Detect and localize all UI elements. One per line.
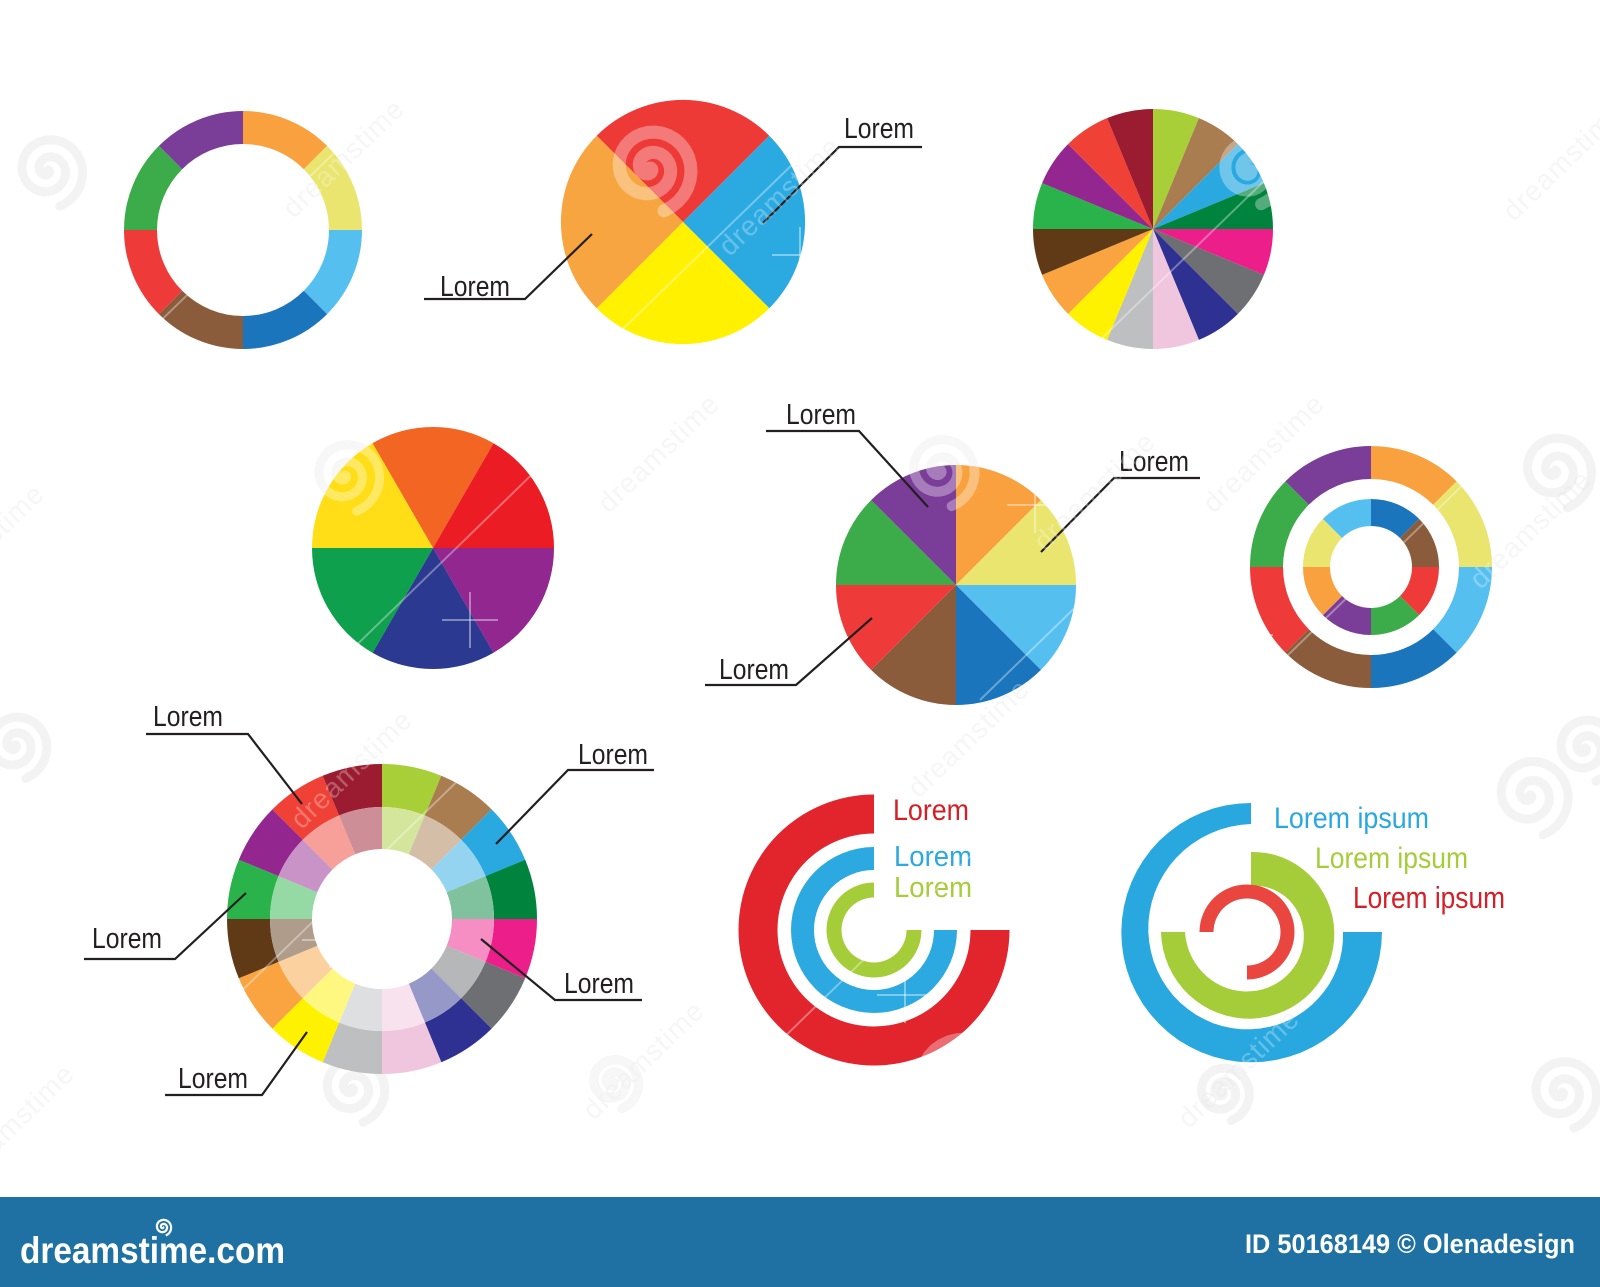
svg-text:dreamstime.com: dreamstime.com xyxy=(20,1230,285,1271)
svg-text:Lorem: Lorem xyxy=(894,841,972,873)
svg-text:Lorem: Lorem xyxy=(893,794,969,827)
svg-text:Lorem: Lorem xyxy=(564,968,634,1000)
svg-text:Lorem: Lorem xyxy=(153,701,223,733)
svg-text:Lorem: Lorem xyxy=(786,399,856,431)
svg-text:Lorem ipsum: Lorem ipsum xyxy=(1315,842,1468,875)
svg-text:Lorem: Lorem xyxy=(1119,446,1189,478)
svg-text:Lorem: Lorem xyxy=(844,113,914,145)
svg-text:ID 50168149 © Olenadesign: ID 50168149 © Olenadesign xyxy=(1245,1229,1575,1259)
svg-text:Lorem: Lorem xyxy=(92,923,162,955)
svg-text:Lorem: Lorem xyxy=(578,739,648,771)
svg-text:Lorem: Lorem xyxy=(440,271,510,303)
svg-text:Lorem: Lorem xyxy=(719,654,789,686)
svg-text:Lorem: Lorem xyxy=(894,872,972,904)
svg-text:Lorem ipsum: Lorem ipsum xyxy=(1353,880,1505,915)
svg-text:Lorem ipsum: Lorem ipsum xyxy=(1274,802,1429,835)
svg-text:Lorem: Lorem xyxy=(178,1063,248,1095)
